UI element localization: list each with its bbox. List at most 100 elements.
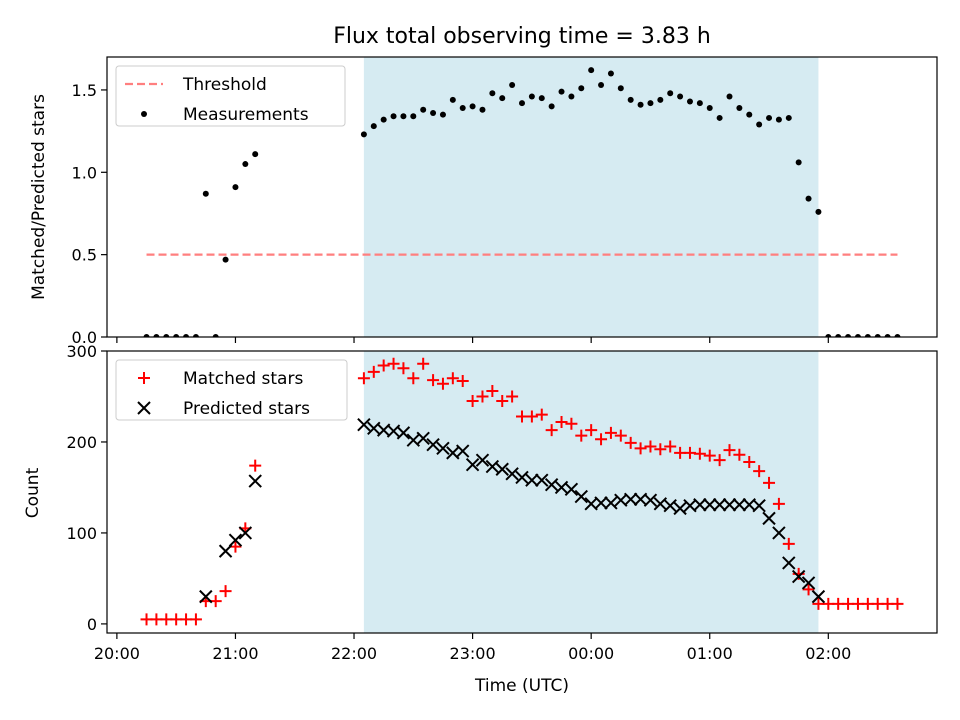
predicted-star-marker: [574, 489, 588, 504]
matched-star-marker: [545, 424, 558, 437]
bottom-panel: 20:00 21:00 22:00 23:00 00:00 01:00 02:00 0 100 2…: [66, 342, 938, 663]
measurement-point: [657, 96, 664, 103]
matched-star-marker: [604, 426, 617, 439]
predicted-star-marker: [594, 496, 608, 510]
matched-star-marker: [733, 448, 746, 461]
measurement-point: [766, 114, 773, 121]
measurement-point: [815, 208, 822, 215]
legend-box: [115, 359, 348, 421]
measurement-point: [617, 85, 624, 92]
matched-star-marker: [387, 357, 400, 370]
measurement-point: [528, 93, 535, 100]
predicted-star-marker: [782, 556, 796, 570]
x-tick-label: 23:00: [450, 644, 496, 663]
matched-star-marker: [436, 377, 449, 390]
predicted-star-marker: [791, 569, 806, 584]
axes-frame: [106, 56, 938, 338]
legend-matched-swatch: [138, 372, 150, 384]
matched-star-marker: [743, 455, 756, 468]
measurement-point: [637, 101, 644, 108]
predicted-star-marker: [436, 441, 450, 456]
measurement-point: [202, 190, 209, 197]
measurement-point: [874, 334, 881, 337]
legend: Threshold Measurements: [115, 65, 346, 127]
x-tick-label: 20:00: [94, 644, 140, 663]
predicted-star-marker: [772, 526, 786, 540]
measurement-point: [183, 334, 190, 337]
measurement-point: [706, 105, 713, 112]
y-tick-label: 300: [66, 342, 97, 361]
matched-star-marker: [624, 436, 637, 449]
measurement-point: [588, 67, 595, 74]
matched-star-marker: [891, 597, 904, 610]
measurement-point: [439, 111, 446, 118]
matched-star-marker: [427, 374, 440, 387]
measurement-point: [548, 103, 555, 110]
x-tick-label: 02:00: [805, 644, 851, 663]
measurement-point: [835, 334, 842, 337]
measurement-point: [192, 334, 199, 337]
measurement-point: [736, 105, 743, 112]
predicted-star-marker: [752, 498, 766, 513]
legend-measurements-swatch: [141, 111, 147, 117]
predicted-star-marker: [515, 470, 529, 485]
top-y-axis-label: Matched/Predicted stars: [29, 94, 49, 300]
predicted-star-marker: [456, 444, 470, 458]
measurement-point: [380, 116, 387, 123]
measurement-point: [430, 110, 437, 116]
measurement-point: [696, 100, 703, 107]
y-tick-label: 1.5: [72, 81, 97, 100]
y-tick-label: 0: [87, 615, 97, 634]
x-axis-label: Time (UTC): [474, 676, 569, 696]
matched-star-marker: [703, 449, 716, 462]
matched-star-marker: [664, 440, 677, 453]
y-tick-label: 0.5: [72, 246, 97, 265]
matched-star-marker: [535, 408, 548, 421]
measurement-point: [499, 95, 506, 102]
matched-star-marker: [407, 372, 420, 385]
top-panel: 0.0 0.5 1.0 1.5 Threshold Measurements: [72, 56, 938, 347]
matched-star-marker: [782, 537, 795, 550]
predicted-star-marker: [199, 589, 213, 604]
matched-star-marker: [397, 362, 410, 375]
predicted-star-marker: [535, 473, 549, 487]
predicted-star-marker: [416, 431, 430, 446]
observing-window-span: [363, 57, 819, 337]
matched-star-marker: [565, 417, 578, 430]
matched-star-marker: [595, 433, 608, 446]
matched-star-marker: [189, 613, 202, 626]
measurement-point: [805, 195, 812, 202]
measurement-point: [519, 100, 525, 107]
predicted-star-marker: [238, 526, 253, 540]
measurement-point: [509, 82, 516, 88]
matched-star-marker: [555, 415, 568, 428]
axes-frame: [106, 350, 938, 634]
matched-star-marker: [753, 465, 766, 478]
measurement-point: [647, 100, 654, 107]
legend-label: Threshold: [182, 75, 267, 95]
measurement-point: [627, 96, 634, 103]
x-tick-label: 00:00: [568, 644, 614, 663]
measurement-point: [558, 88, 565, 95]
plot-area: [143, 67, 901, 337]
measurement-point: [360, 131, 367, 138]
predicted-star-marker: [762, 511, 776, 526]
matched-star-marker: [654, 443, 667, 456]
measurement-point: [212, 334, 219, 337]
measurement-point: [449, 96, 456, 103]
legend-predicted-swatch: [137, 401, 151, 415]
measurement-point: [825, 334, 832, 337]
matched-star-marker: [357, 372, 370, 385]
predicted-star-marker: [693, 498, 707, 512]
matched-star-marker: [377, 359, 390, 372]
matched-star-marker: [476, 390, 489, 403]
matched-star-marker: [614, 429, 627, 442]
measurement-point: [677, 93, 684, 100]
predicted-star-marker: [248, 474, 262, 488]
predicted-star-marker: [228, 533, 243, 547]
measurement-point: [400, 113, 407, 120]
predicted-star-marker: [525, 473, 539, 487]
measurement-point: [232, 184, 239, 191]
y-tick-label: 0.0: [72, 328, 97, 347]
